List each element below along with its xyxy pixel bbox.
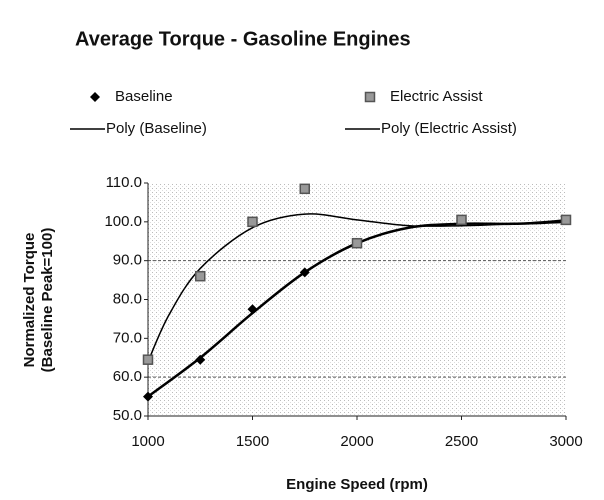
x-tick-label: 3000 [549,433,582,450]
point [195,354,206,365]
y-tick-label: 60.0 [113,368,142,385]
x-axis-title: Engine Speed (rpm) [286,476,428,493]
legend-swatch [90,92,100,102]
point [456,214,467,226]
legend-label: Poly (Electric Assist) [381,120,517,137]
point [247,304,258,315]
point [247,216,258,228]
point [142,354,154,365]
x-tick-label: 1000 [131,433,164,450]
x-tick-label: 2000 [340,433,373,450]
legend-label: Electric Assist [390,88,483,105]
point [299,183,310,195]
legend-swatch [364,91,376,103]
y-axis-title-line: Normalized Torque [21,233,38,368]
point [560,214,572,226]
chart-title: Average Torque - Gasoline Engines [75,28,411,50]
y-tick-label: 100.0 [104,213,142,230]
point [351,237,363,249]
x-tick-label: 2500 [445,433,478,450]
y-tick-label: 50.0 [113,407,142,424]
y-tick-label: 110.0 [106,174,142,191]
point [299,267,310,278]
legend-label: Poly (Baseline) [106,120,207,137]
y-axis-title-line: (Baseline Peak=100) [39,228,56,373]
y-tick-label: 80.0 [113,290,142,307]
y-tick-label: 90.0 [113,252,142,269]
y-axis-title: Normalized Torque (Baseline Peak=100) [21,228,56,373]
x-tick-label: 1500 [236,433,269,450]
y-tick-label: 70.0 [113,329,142,346]
plot-area [148,183,566,416]
point [143,391,153,402]
point [195,270,206,282]
legend-label: Baseline [115,88,173,105]
trend-line [147,213,567,362]
